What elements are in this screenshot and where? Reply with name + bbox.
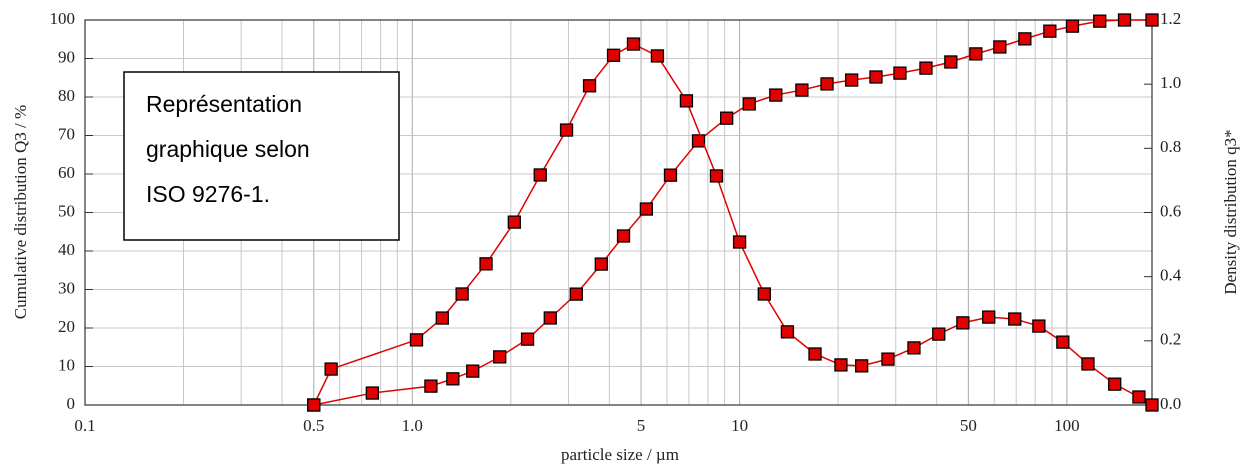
- marker: [808, 347, 822, 361]
- marker: [543, 311, 557, 325]
- marker: [679, 94, 694, 108]
- marker: [520, 332, 535, 346]
- marker: [757, 287, 771, 301]
- annotation-text: graphique selon: [146, 136, 310, 162]
- marker: [1018, 32, 1032, 46]
- annotation-text: ISO 9276-1.: [146, 181, 270, 207]
- marker: [594, 257, 608, 271]
- marker: [1008, 312, 1022, 326]
- y-tick-label: 90: [58, 47, 75, 66]
- marker: [1108, 377, 1122, 391]
- marker: [1032, 319, 1046, 333]
- marker: [854, 359, 869, 373]
- marker: [1056, 335, 1070, 349]
- marker: [424, 379, 438, 393]
- series-line: [313, 43, 1153, 406]
- y-tick-label: 60: [58, 163, 75, 182]
- marker: [993, 40, 1007, 54]
- annotation-box: [123, 71, 400, 241]
- marker: [893, 66, 907, 80]
- marker: [507, 215, 521, 229]
- y-tick-label: 80: [58, 86, 75, 105]
- marker: [639, 202, 654, 216]
- x-tick-label: 0.5: [303, 416, 324, 435]
- marker: [1081, 357, 1095, 371]
- marker: [732, 235, 747, 249]
- y-tick-label: 10: [58, 355, 75, 374]
- x-tick-label: 1.0: [402, 416, 423, 435]
- marker: [446, 372, 460, 386]
- marker: [307, 398, 321, 412]
- y2-tick-label: 0.4: [1160, 266, 1182, 285]
- marker: [559, 123, 574, 137]
- marker: [881, 352, 895, 366]
- marker: [582, 79, 597, 93]
- marker: [435, 311, 449, 325]
- x-tick-label: 100: [1054, 416, 1080, 435]
- x-tick-label: 0.1: [74, 416, 95, 435]
- marker: [1132, 390, 1146, 404]
- y-tick-label: 100: [50, 9, 76, 28]
- x-axis-label: particle size / µm: [561, 445, 679, 464]
- marker: [569, 287, 583, 301]
- marker: [742, 97, 756, 111]
- marker: [944, 55, 958, 69]
- marker: [780, 325, 795, 339]
- marker: [969, 47, 983, 61]
- marker: [932, 327, 946, 341]
- marker: [869, 70, 883, 84]
- x-tick-label: 5: [637, 416, 646, 435]
- marker: [769, 88, 783, 102]
- y-tick-label: 50: [58, 201, 75, 220]
- marker: [650, 49, 665, 63]
- marker: [493, 350, 507, 364]
- marker: [663, 168, 678, 182]
- marker: [956, 316, 970, 330]
- marker: [834, 358, 848, 372]
- x-tick-label: 50: [960, 416, 977, 435]
- marker: [455, 287, 469, 301]
- marker: [1093, 14, 1107, 28]
- marker: [466, 364, 480, 378]
- marker: [1145, 13, 1159, 27]
- y2-axis-label: Density distribution q3*: [1221, 129, 1240, 294]
- y2-tick-label: 0.8: [1160, 137, 1181, 156]
- marker: [409, 333, 424, 347]
- marker: [919, 61, 933, 75]
- marker: [1065, 19, 1080, 33]
- y-tick-label: 70: [58, 124, 75, 143]
- annotation-text: Représentation: [146, 91, 302, 117]
- y-tick-label: 0: [67, 394, 76, 413]
- marker: [606, 48, 621, 62]
- marker: [1043, 24, 1057, 38]
- y2-tick-label: 1.2: [1160, 9, 1181, 28]
- marker: [709, 169, 724, 183]
- y2-tick-label: 0.2: [1160, 330, 1181, 349]
- y2-tick-label: 0.0: [1160, 394, 1181, 413]
- marker: [1117, 13, 1132, 27]
- marker: [324, 362, 338, 376]
- y-tick-label: 30: [58, 278, 75, 297]
- marker: [626, 37, 641, 51]
- marker: [982, 310, 996, 324]
- marker: [533, 168, 547, 182]
- marker: [845, 73, 859, 87]
- marker: [820, 77, 834, 91]
- y-axis-label: Cumulative distribution Q3 / %: [11, 105, 30, 319]
- plot-frame: [84, 19, 1153, 406]
- marker: [365, 386, 379, 400]
- marker: [1145, 398, 1159, 412]
- x-tick-label: 10: [731, 416, 748, 435]
- y2-tick-label: 1.0: [1160, 73, 1181, 92]
- marker: [479, 257, 493, 271]
- y-tick-label: 40: [58, 240, 75, 259]
- marker: [907, 341, 921, 355]
- marker: [616, 229, 631, 243]
- marker: [719, 111, 734, 125]
- y-tick-label: 20: [58, 317, 75, 336]
- marker: [795, 83, 809, 97]
- y2-tick-label: 0.6: [1160, 201, 1181, 220]
